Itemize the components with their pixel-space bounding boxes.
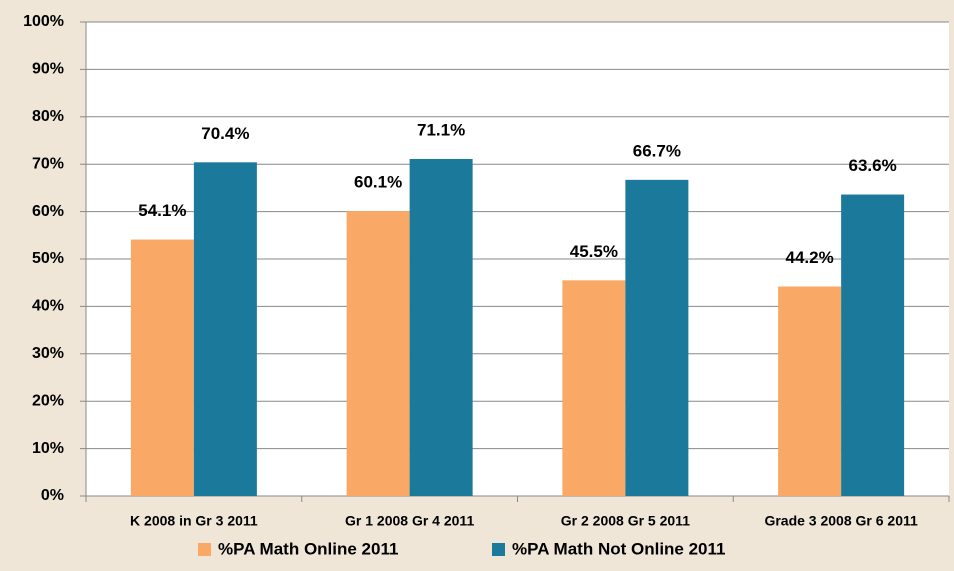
bar — [130, 239, 194, 497]
x-tick-label: Grade 3 2008 Gr 6 2011 — [764, 513, 918, 529]
legend-swatch — [198, 543, 211, 556]
value-label: 70.4% — [201, 124, 249, 143]
y-tick-label: 40% — [32, 298, 64, 315]
value-label: 63.6% — [849, 156, 897, 175]
bar — [409, 158, 473, 496]
value-label: 71.1% — [417, 120, 465, 139]
x-tick-label: Gr 1 2008 Gr 4 2011 — [345, 513, 474, 529]
value-label: 60.1% — [354, 173, 402, 192]
bar — [841, 194, 905, 496]
bar — [778, 286, 842, 496]
bar — [193, 162, 257, 496]
x-tick-label: K 2008 in Gr 3 2011 — [130, 513, 258, 529]
legend-swatch — [492, 543, 505, 556]
value-label: 54.1% — [138, 201, 186, 220]
value-label: 45.5% — [570, 242, 618, 261]
value-label: 44.2% — [786, 248, 834, 267]
x-tick-label: Gr 2 2008 Gr 5 2011 — [561, 513, 690, 529]
y-tick-label: 100% — [23, 13, 64, 30]
y-tick-label: 80% — [32, 108, 64, 125]
bar — [625, 179, 689, 497]
y-tick-label: 60% — [32, 203, 64, 220]
y-tick-label: 10% — [32, 440, 64, 457]
legend-label: %PA Math Online 2011 — [218, 539, 398, 558]
legend-label: %PA Math Not Online 2011 — [512, 539, 726, 558]
bar — [346, 211, 410, 496]
bar — [562, 280, 626, 496]
y-tick-label: 30% — [32, 345, 64, 362]
value-label: 66.7% — [633, 141, 681, 160]
y-tick-label: 70% — [32, 155, 64, 172]
y-tick-label: 50% — [32, 250, 64, 267]
y-tick-label: 90% — [32, 61, 64, 78]
y-tick-label: 20% — [32, 392, 64, 409]
y-tick-label: 0% — [41, 487, 64, 504]
